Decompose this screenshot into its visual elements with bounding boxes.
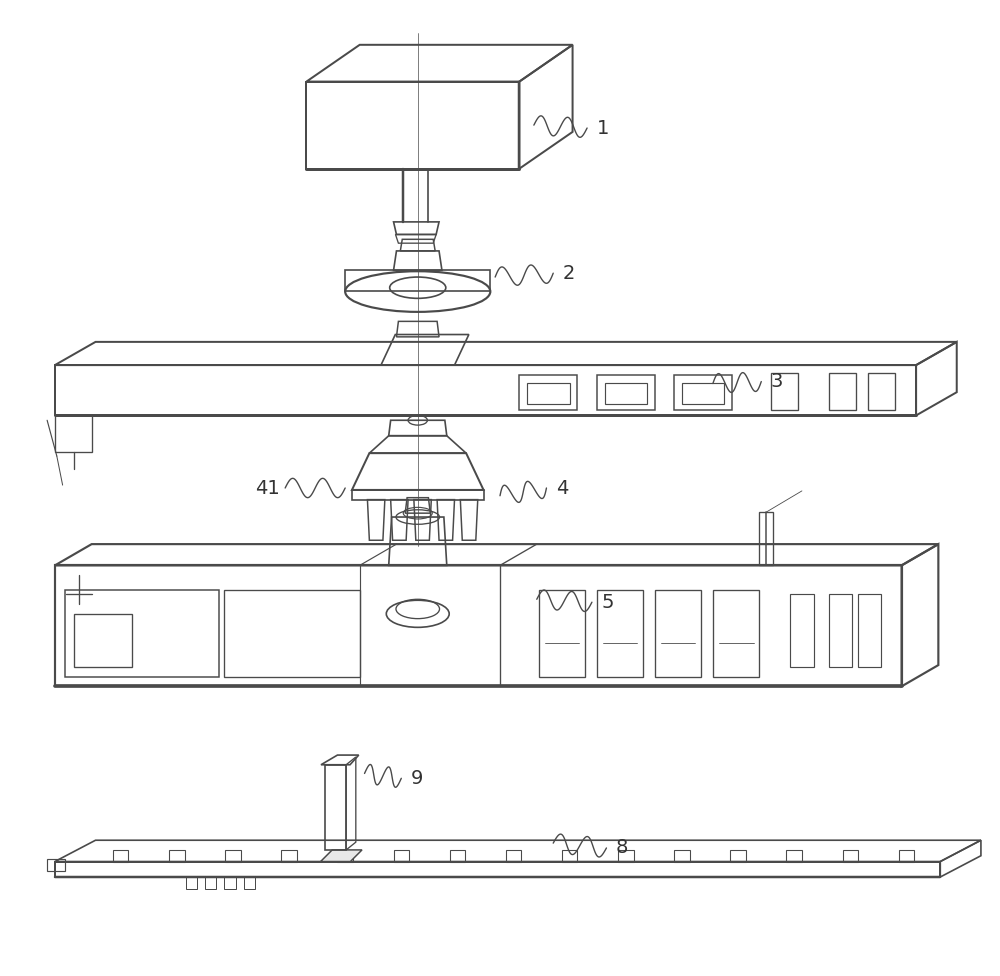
Bar	[829, 373, 856, 410]
Bar	[394, 850, 409, 862]
Bar	[790, 594, 814, 667]
Text: 5: 5	[602, 592, 614, 612]
Bar	[539, 590, 585, 676]
Bar	[519, 375, 577, 410]
Bar	[597, 375, 655, 410]
Bar	[224, 877, 236, 888]
Bar	[674, 375, 732, 410]
Bar	[868, 373, 895, 410]
Text: 3: 3	[771, 372, 783, 391]
Bar	[205, 877, 216, 888]
Bar	[225, 850, 241, 862]
Bar	[713, 590, 759, 676]
Bar	[337, 850, 353, 862]
Bar	[682, 383, 724, 404]
Bar	[858, 594, 881, 667]
Bar	[65, 590, 219, 676]
Text: 8: 8	[616, 838, 628, 858]
Bar	[47, 859, 65, 872]
Bar	[786, 850, 802, 862]
Bar	[281, 850, 297, 862]
Text: 41: 41	[255, 478, 279, 498]
Bar	[899, 850, 914, 862]
Bar	[771, 373, 798, 410]
Bar	[450, 850, 465, 862]
Text: 2: 2	[563, 264, 575, 283]
Bar	[674, 850, 690, 862]
Bar	[597, 590, 643, 676]
Bar	[759, 512, 773, 565]
Bar	[562, 850, 577, 862]
Text: 4: 4	[556, 478, 568, 498]
Bar	[113, 850, 128, 862]
Bar	[186, 877, 197, 888]
Bar	[506, 850, 521, 862]
Bar	[169, 850, 185, 862]
Bar	[829, 594, 852, 667]
Bar	[843, 850, 858, 862]
Polygon shape	[321, 850, 362, 862]
Text: 1: 1	[597, 118, 609, 138]
Bar	[224, 590, 360, 676]
Bar	[730, 850, 746, 862]
Bar	[605, 383, 647, 404]
Bar	[527, 383, 570, 404]
Bar	[244, 877, 255, 888]
Bar	[74, 614, 132, 667]
Bar	[655, 590, 701, 676]
Bar	[618, 850, 634, 862]
Text: 9: 9	[411, 769, 423, 788]
